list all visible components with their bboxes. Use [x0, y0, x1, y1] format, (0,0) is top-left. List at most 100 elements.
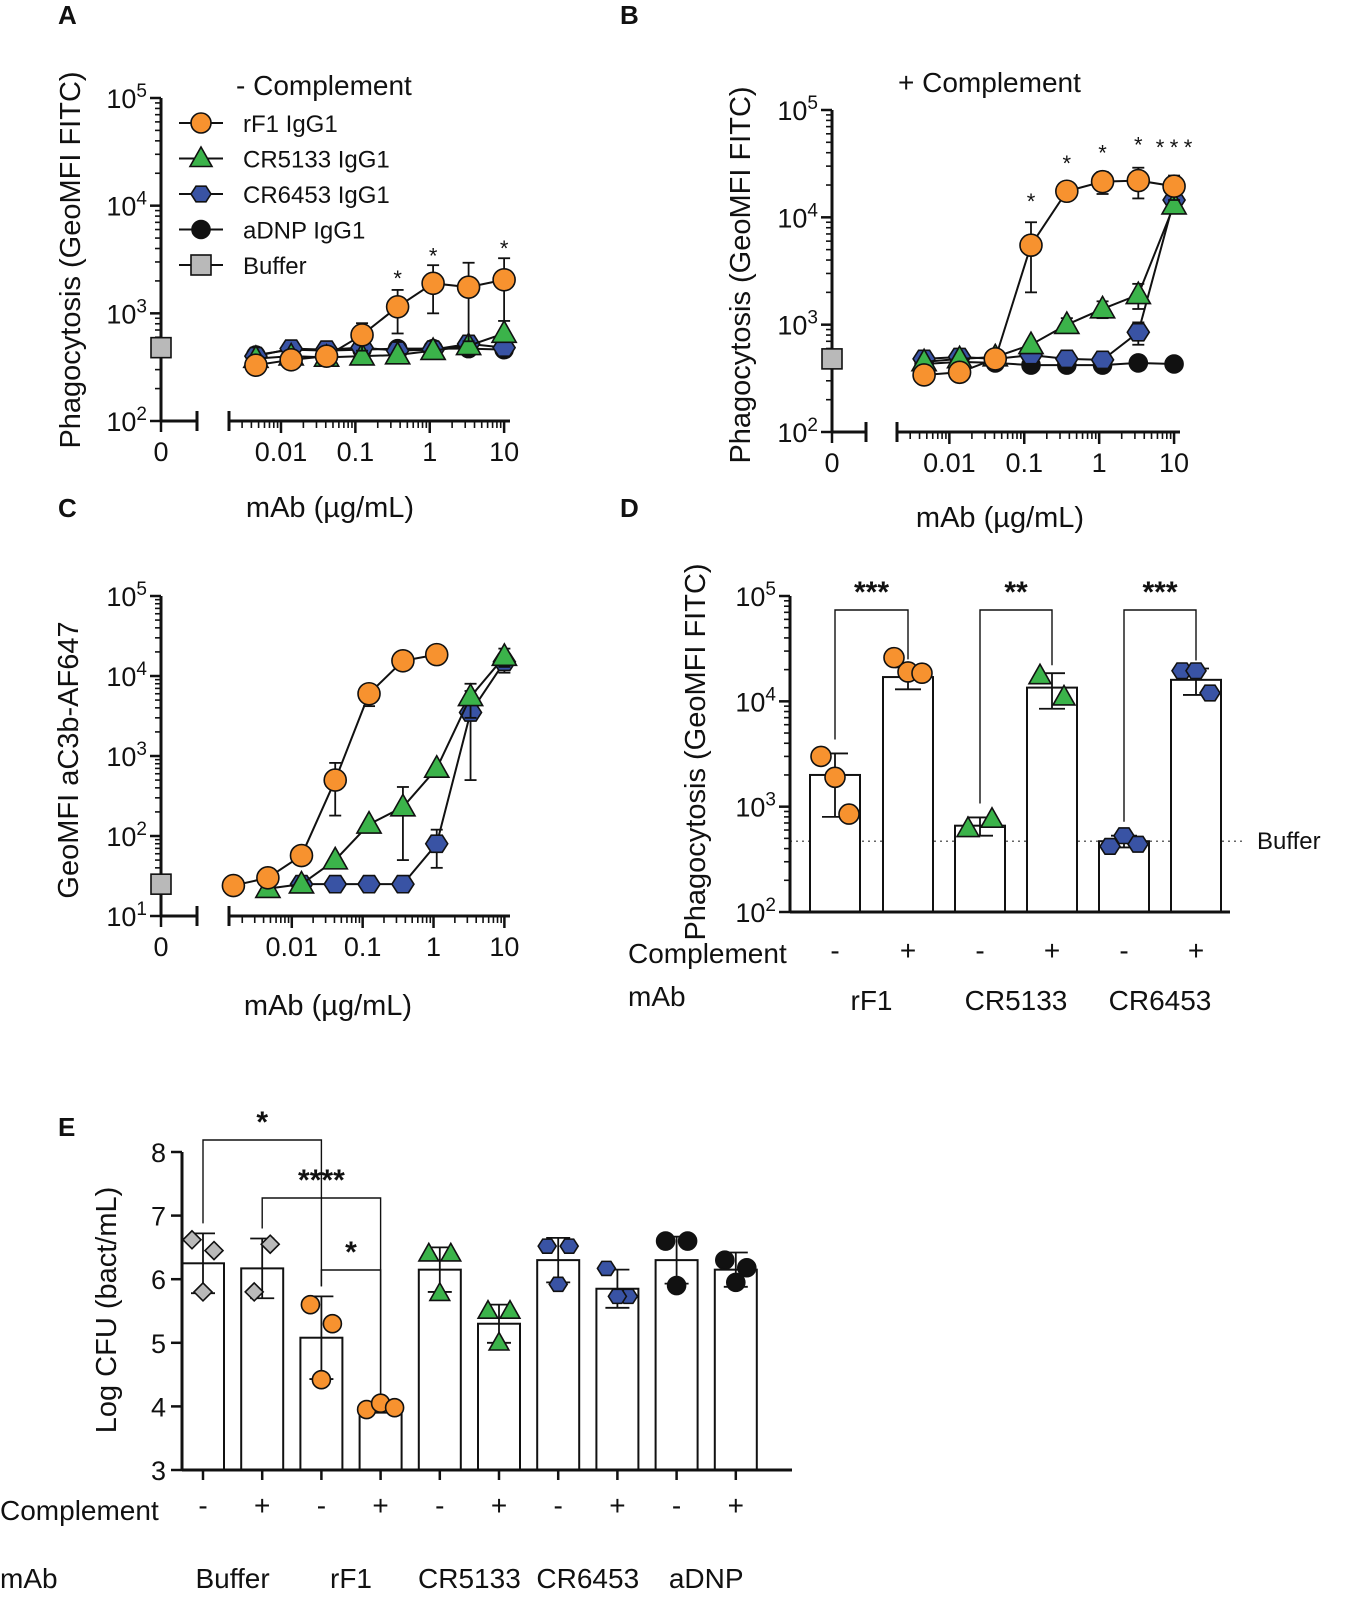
y-tick-label: 7 [151, 1202, 166, 1232]
x-axis-title: mAb (µg/mL) [244, 990, 412, 1022]
x-tick-label: 0.01 [255, 437, 308, 467]
complement-sign: - [435, 1490, 444, 1521]
data-point [1090, 169, 1115, 194]
y-tick-label: 5 [151, 1329, 166, 1359]
data-point [221, 873, 246, 898]
legend-item-aDNP: aDNP IgG1 [179, 218, 365, 245]
data-point [838, 803, 860, 825]
bar-CR5133-minus: - [954, 806, 1006, 966]
data-point [1124, 280, 1152, 305]
panel-a: A 102 103 104 105 0 0.01 0.1 1 10 mAb (µg/mL) Phago… [55, 0, 519, 524]
y-tick-label: 105 [106, 579, 147, 612]
significance-star: * [1027, 189, 1036, 214]
data-point [1051, 683, 1077, 706]
data-point [596, 1260, 617, 1277]
x-tick-label: 1 [1092, 448, 1107, 478]
significance-stars: * [256, 1106, 268, 1139]
y-tick-label: 104 [106, 659, 147, 692]
data-point [421, 271, 445, 296]
bar [954, 824, 1006, 913]
condition-title: - Complement [236, 70, 412, 101]
data-point [1054, 349, 1079, 369]
bar [240, 1267, 285, 1471]
bar-CR6453-minus: - [1098, 827, 1150, 966]
significance-star: * [1156, 135, 1165, 160]
data-point [912, 363, 936, 387]
bar [882, 676, 934, 913]
data-point [492, 267, 516, 292]
data-point [423, 754, 451, 778]
x-tick-label: 1 [422, 437, 437, 467]
data-point [666, 1275, 687, 1296]
x-tick-label: 0.1 [344, 932, 382, 962]
bar [1170, 678, 1222, 913]
buffer-reference-label: Buffer [1257, 828, 1321, 855]
significance-bracket: * [320, 1236, 382, 1394]
data-point [457, 682, 485, 707]
y-tick-label: 8 [151, 1138, 166, 1168]
x-tick-label: 10 [1159, 448, 1189, 478]
series-rF1 [244, 257, 516, 377]
data-point [1171, 662, 1193, 680]
data-point [979, 806, 1005, 829]
panel-letter: A [58, 0, 77, 30]
bar-rF1-minus: - [809, 745, 861, 966]
data-point [181, 1229, 203, 1250]
group-label: Buffer [195, 1563, 269, 1594]
series-CR5133 [254, 642, 518, 899]
data-point [424, 642, 449, 667]
data-point [955, 815, 981, 838]
data-point [357, 874, 381, 894]
data-point [428, 1281, 452, 1302]
y-tick-label: 4 [151, 1392, 166, 1422]
significance-stars: **** [298, 1164, 345, 1197]
complement-sign: + [491, 1490, 507, 1521]
series-rF1 [912, 166, 1186, 387]
y-tick-label: 101 [106, 899, 147, 932]
data-point [1162, 174, 1186, 199]
complement-sign: + [900, 935, 916, 966]
legend-label: Buffer [243, 253, 307, 280]
data-point [736, 1257, 757, 1278]
complement-sign: - [1119, 935, 1128, 966]
y-tick-label: 102 [106, 404, 147, 437]
group-label: CR6453 [1109, 985, 1212, 1016]
series-rF1 [221, 642, 449, 898]
complement-sign: + [254, 1490, 270, 1521]
bracket-line [202, 1139, 323, 1287]
y-axis-title: GeoMFI aC3b-AF647 [53, 621, 85, 898]
complement-sign: + [1044, 935, 1060, 966]
data-point [983, 347, 1008, 371]
data-point [357, 681, 381, 706]
data-point [559, 1238, 580, 1254]
x-tick-label: 0.01 [923, 448, 976, 478]
panel-b: B 102 103 104 105 0 0.01 0.1 1 10 mAb (µg/mL) Phago… [620, 0, 1193, 534]
legend-marker [188, 145, 214, 168]
legend: rF1 IgG1 CR5133 IgG1 CR6453 IgG1 aDNP IgG1 B… [179, 111, 390, 280]
y-tick-label: 6 [151, 1265, 166, 1295]
significance-stars: * [345, 1236, 357, 1269]
legend-marker [191, 219, 211, 240]
data-point [203, 1240, 225, 1261]
bar-rF1-plus: + [882, 646, 934, 966]
panel-d: D Buffer - + - + - +102 103 104 105 Phagocytosis (G… [620, 493, 1321, 1016]
legend-label: CR6453 IgG1 [243, 182, 390, 209]
data-point [384, 340, 412, 365]
y-tick-label: 102 [735, 895, 776, 928]
y-axis-title: Log CFU (bact/mL) [91, 1187, 123, 1434]
significance-star: * [500, 236, 509, 261]
panel-letter: D [620, 493, 639, 523]
data-point [192, 1281, 214, 1303]
data-point [1127, 835, 1149, 853]
data-point [314, 344, 339, 368]
complement-sign: + [609, 1490, 625, 1521]
panel-e: E - + - + - + - + - +3 4 5 6 7 8 Log CFU (bact/mL) Comple… [0, 1106, 792, 1594]
y-tick-label: 104 [735, 684, 776, 717]
x-tick-label: 0.01 [266, 932, 319, 962]
bar-aDNP-plus: + [713, 1250, 758, 1521]
complement-sign: - [317, 1490, 326, 1521]
y-tick-label: 105 [777, 93, 818, 126]
data-point [323, 874, 348, 894]
bar [713, 1268, 758, 1472]
